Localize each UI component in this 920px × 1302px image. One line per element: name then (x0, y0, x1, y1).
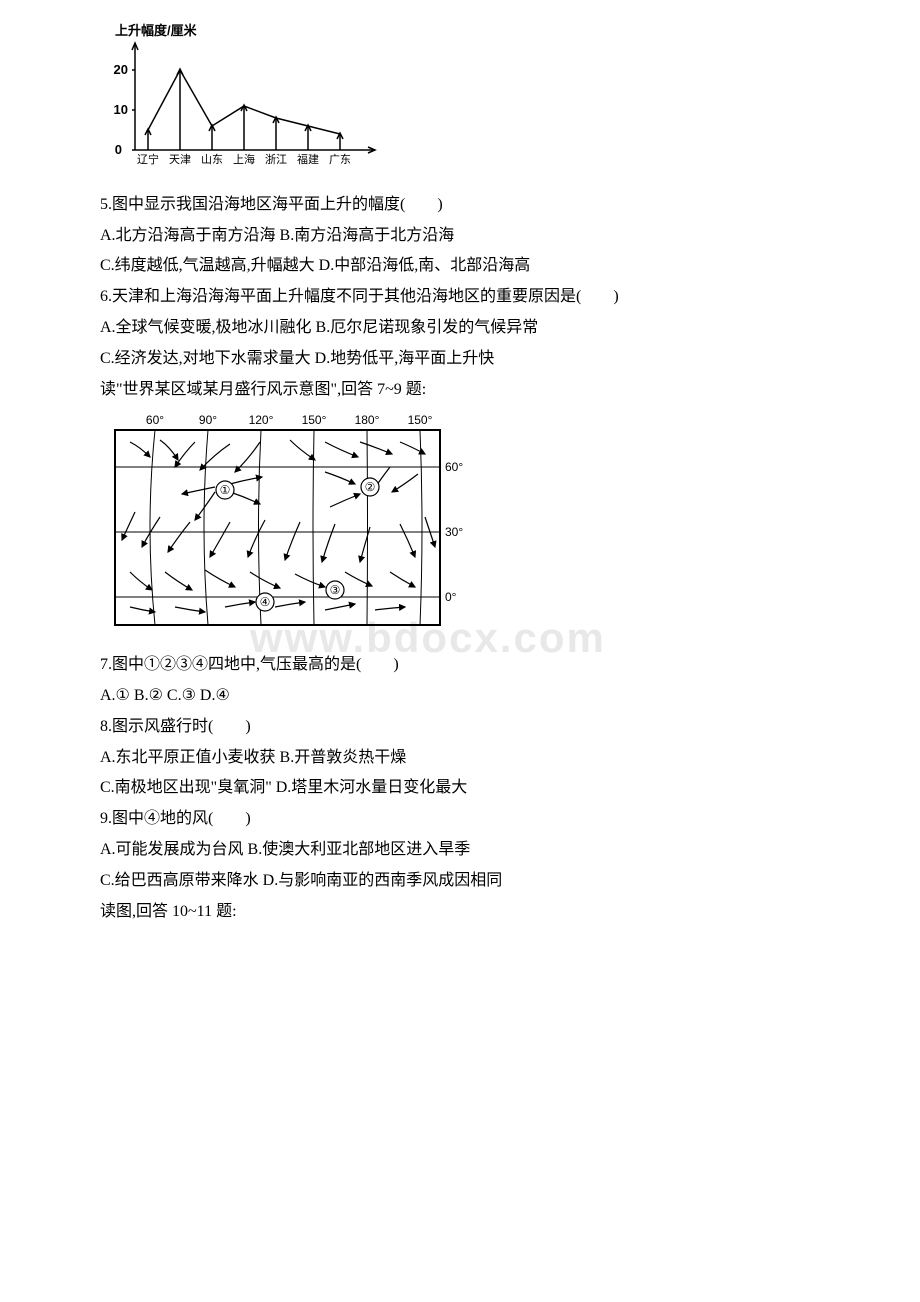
svg-text:山东: 山东 (201, 153, 223, 166)
q7-text: 7.图中①②③④四地中,气压最高的是( ) (100, 651, 820, 680)
q5-options-1: A.北方沿海高于南方沿海 B.南方沿海高于北方沿海 (100, 222, 820, 251)
q6-options-1: A.全球气候变暖,极地冰川融化 B.厄尔尼诺现象引发的气候异常 (100, 314, 820, 343)
chart-svg: 上升幅度/厘米 0 10 20 辽宁 天津 山东 (100, 20, 380, 170)
svg-text:150°: 150° (408, 413, 433, 427)
svg-text:180°: 180° (355, 413, 380, 427)
wind-map: 60° 90° 120° 150° 180° 150° 60° 30° 0° (100, 412, 820, 643)
q8-options-1: A.东北平原正值小麦收获 B.开普敦炎热干燥 (100, 744, 820, 773)
q5-text: 5.图中显示我国沿海地区海平面上升的幅度( ) (100, 191, 820, 220)
svg-text:浙江: 浙江 (265, 153, 287, 166)
q6-text: 6.天津和上海沿海海平面上升幅度不同于其他沿海地区的重要原因是( ) (100, 283, 820, 312)
svg-text:90°: 90° (199, 413, 217, 427)
q6-options-2: C.经济发达,对地下水需求量大 D.地势低平,海平面上升快 (100, 345, 820, 374)
svg-text:福建: 福建 (297, 152, 319, 166)
svg-text:天津: 天津 (169, 153, 191, 166)
svg-text:①: ① (220, 483, 231, 497)
y-axis-label: 上升幅度/厘米 (115, 23, 198, 38)
svg-text:广东: 广东 (329, 153, 351, 166)
svg-text:上海: 上海 (233, 152, 255, 166)
sea-level-chart: 上升幅度/厘米 0 10 20 辽宁 天津 山东 (100, 20, 820, 181)
svg-text:0: 0 (115, 142, 122, 157)
intro-7-9: 读"世界某区域某月盛行风示意图",回答 7~9 题: (100, 376, 820, 405)
svg-text:20: 20 (114, 62, 128, 77)
svg-text:10: 10 (114, 102, 128, 117)
q5-options-2: C.纬度越低,气温越高,升幅越大 D.中部沿海低,南、北部沿海高 (100, 252, 820, 281)
svg-text:30°: 30° (445, 525, 463, 539)
svg-text:辽宁: 辽宁 (137, 152, 159, 166)
svg-text:②: ② (365, 480, 376, 494)
q9-text: 9.图中④地的风( ) (100, 805, 820, 834)
svg-text:③: ③ (330, 583, 341, 597)
svg-text:④: ④ (260, 595, 271, 609)
q8-options-2: C.南极地区出现"臭氧洞" D.塔里木河水量日变化最大 (100, 774, 820, 803)
svg-text:0°: 0° (445, 590, 457, 604)
map-svg: 60° 90° 120° 150° 180° 150° 60° 30° 0° (100, 412, 470, 632)
q8-text: 8.图示风盛行时( ) (100, 713, 820, 742)
q9-options-1: A.可能发展成为台风 B.使澳大利亚北部地区进入旱季 (100, 836, 820, 865)
svg-text:60°: 60° (146, 413, 164, 427)
svg-text:120°: 120° (249, 413, 274, 427)
svg-text:150°: 150° (302, 413, 327, 427)
q9-options-2: C.给巴西高原带来降水 D.与影响南亚的西南季风成因相同 (100, 867, 820, 896)
q7-options: A.① B.② C.③ D.④ (100, 682, 820, 711)
svg-text:60°: 60° (445, 460, 463, 474)
intro-10-11: 读图,回答 10~11 题: (100, 898, 820, 927)
